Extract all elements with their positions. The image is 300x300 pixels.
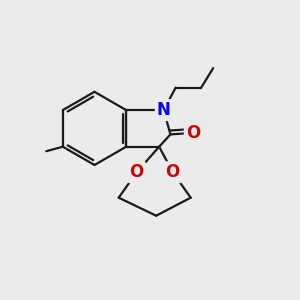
Text: N: N <box>157 101 171 119</box>
Text: O: O <box>130 163 144 181</box>
Text: O: O <box>186 124 200 142</box>
Text: O: O <box>166 163 180 181</box>
